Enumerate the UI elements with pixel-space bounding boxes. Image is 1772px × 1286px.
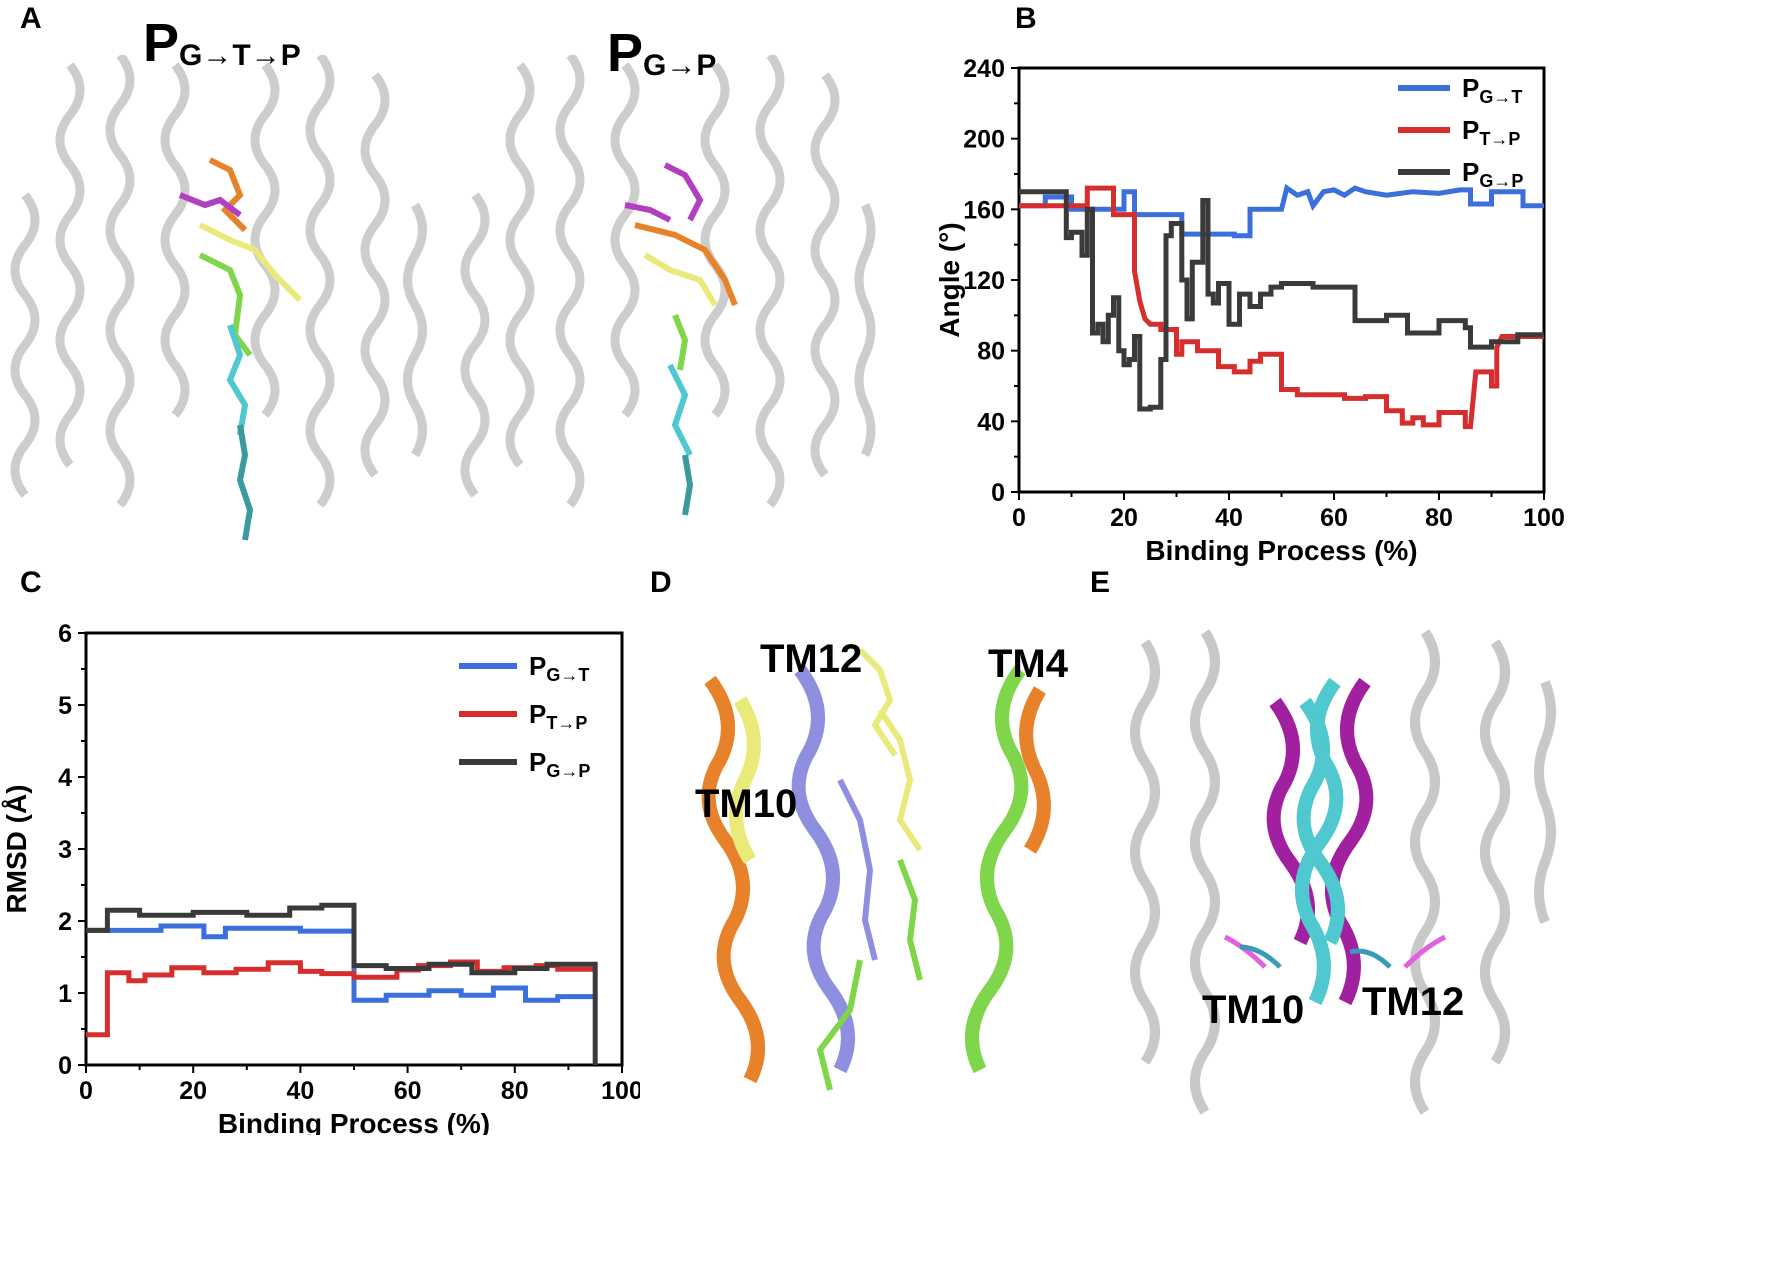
legend-label-1: PG→T bbox=[1462, 73, 1522, 107]
structure-title-right: PG→P bbox=[607, 23, 717, 83]
panel-letter-c: C bbox=[20, 566, 42, 599]
y-tick-label: 40 bbox=[977, 408, 1005, 436]
helix-tm12-e-cyan bbox=[1295, 677, 1344, 1006]
helix-bundle-left bbox=[10, 55, 427, 508]
x-tick-label: 100 bbox=[601, 1077, 640, 1105]
series-line-3 bbox=[86, 902, 598, 1065]
x-axis-title: Binding Process (%) bbox=[218, 1108, 490, 1135]
structure-image-e bbox=[1130, 629, 1556, 1115]
x-tick-label: 20 bbox=[179, 1077, 207, 1105]
chart-rmsd: 0 20 40 60 80 100 0 1 2 3 4 5 6 Binding Process (%) RM… bbox=[1, 620, 640, 1135]
legend-label-3: PG→P bbox=[1462, 157, 1523, 191]
y-tick-label: 5 bbox=[58, 692, 72, 720]
label-tm10-e: TM10 bbox=[1202, 988, 1305, 1032]
ligand-stack-left bbox=[178, 157, 303, 541]
label-tm12-e: TM12 bbox=[1362, 980, 1465, 1024]
y-tick-label: 0 bbox=[991, 479, 1005, 507]
x-tick-label: 80 bbox=[1425, 504, 1453, 532]
x-tick-label: 60 bbox=[1320, 504, 1348, 532]
series-line-2 bbox=[86, 959, 596, 1038]
x-tick-label: 0 bbox=[1012, 504, 1026, 532]
panel-letter-e: E bbox=[1090, 566, 1111, 599]
y-tick-label: 4 bbox=[58, 764, 72, 792]
y-tick-label: 2 bbox=[58, 908, 72, 936]
label-tm4-d: TM4 bbox=[988, 642, 1068, 686]
y-tick-label: 3 bbox=[58, 836, 72, 864]
structure-title-left: PG→T→P bbox=[143, 13, 301, 73]
chart-angle: 0 20 40 60 80 100 0 40 80 120 160 200 240 Binding Pro… bbox=[934, 55, 1565, 566]
panel-letter-a: A bbox=[20, 2, 42, 35]
ligand-stack-right bbox=[624, 162, 738, 516]
legend-label-2: PT→P bbox=[1462, 115, 1520, 149]
x-tick-label: 100 bbox=[1523, 504, 1565, 532]
x-tick-label: 20 bbox=[1110, 504, 1138, 532]
label-tm12-d: TM12 bbox=[760, 637, 863, 681]
y-tick-label: 1 bbox=[58, 980, 72, 1008]
y-tick-label: 240 bbox=[963, 55, 1005, 83]
panel-letter-d: D bbox=[650, 566, 672, 599]
y-tick-label: 80 bbox=[977, 338, 1005, 366]
x-tick-label: 40 bbox=[286, 1077, 314, 1105]
structure-image-d bbox=[701, 647, 1051, 1091]
x-tick-label: 40 bbox=[1215, 504, 1243, 532]
y-tick-label: 160 bbox=[963, 196, 1005, 224]
legend-label-2: PT→P bbox=[529, 699, 587, 733]
y-tick-label: 120 bbox=[963, 267, 1005, 295]
legend-label-3: PG→P bbox=[529, 747, 590, 781]
x-tick-label: 60 bbox=[394, 1077, 422, 1105]
helix-bundle-right bbox=[460, 55, 876, 508]
series-line-2 bbox=[1019, 185, 1544, 430]
structure-image-left bbox=[10, 55, 427, 541]
helix-tm4-d bbox=[965, 665, 1029, 1074]
y-axis-title: RMSD (Å) bbox=[1, 784, 32, 913]
structure-image-right bbox=[460, 55, 876, 516]
x-tick-label: 80 bbox=[501, 1077, 529, 1105]
y-axis-title: Angle (°) bbox=[934, 222, 965, 337]
legend-label-1: PG→T bbox=[529, 651, 589, 685]
helix-tm12-e-magenta bbox=[1325, 677, 1374, 1006]
series-line-1 bbox=[1019, 184, 1544, 239]
y-tick-label: 0 bbox=[58, 1052, 72, 1080]
helix-tm10-d bbox=[701, 675, 765, 1084]
panel-letter-b: B bbox=[1015, 2, 1037, 35]
movement-arrows bbox=[1223, 934, 1447, 969]
helix-tm12-d bbox=[791, 665, 855, 1074]
label-tm10-d: TM10 bbox=[695, 782, 798, 826]
y-tick-label: 200 bbox=[963, 126, 1005, 154]
series-line-1 bbox=[86, 923, 596, 1003]
x-tick-label: 0 bbox=[79, 1077, 93, 1105]
x-axis-title: Binding Process (%) bbox=[1145, 535, 1417, 566]
series-line-3 bbox=[1019, 189, 1544, 412]
y-tick-label: 6 bbox=[58, 620, 72, 648]
